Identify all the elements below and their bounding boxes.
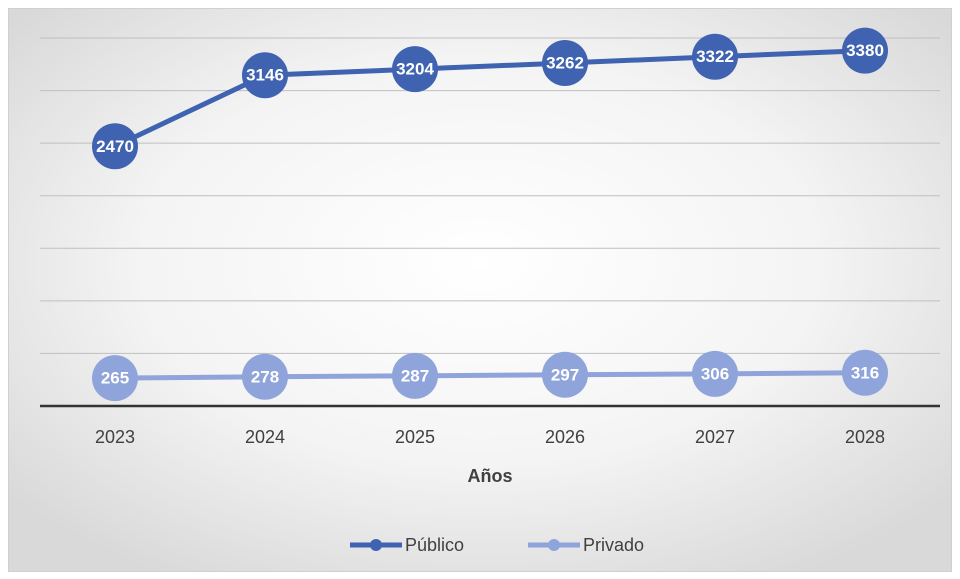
legend-label: Privado [583, 535, 644, 555]
lines: 2470 3146 3204 3262 3322 3380 265 278 287 297 306 3… [92, 27, 888, 402]
marker [242, 52, 288, 99]
marker [692, 33, 738, 80]
data-label: 3262 [546, 54, 584, 73]
legend-marker [370, 539, 382, 551]
x-axis-label: Años [468, 466, 513, 486]
marker [92, 355, 138, 402]
data-label: 265 [101, 369, 129, 388]
x-tick-label: 2027 [695, 427, 735, 447]
data-label: 278 [251, 367, 279, 386]
x-tick-label: 2028 [845, 427, 885, 447]
series-line [114, 370, 866, 381]
x-tick-label: 2025 [395, 427, 435, 447]
data-label: 3322 [696, 47, 734, 66]
marker [842, 349, 888, 396]
data-label: 3146 [246, 66, 284, 85]
legend: Público Privado [350, 535, 644, 555]
legend-label: Público [405, 535, 464, 555]
data-label: 287 [401, 366, 429, 385]
marker [542, 40, 588, 87]
x-tick-label: 2024 [245, 427, 285, 447]
legend-marker [548, 539, 560, 551]
x-tick-label: 2023 [95, 427, 135, 447]
marker [242, 353, 288, 400]
series-line [113, 48, 866, 149]
marker [692, 350, 738, 397]
marker [392, 352, 438, 399]
marker [392, 46, 438, 93]
chart-background [8, 8, 952, 572]
marker [92, 123, 138, 170]
data-label: 2470 [96, 137, 134, 156]
marker [542, 351, 588, 398]
grid [40, 37, 940, 408]
data-label: 3380 [846, 41, 884, 60]
x-tick-label: 2026 [545, 427, 585, 447]
marker [842, 27, 888, 74]
data-label: 306 [701, 364, 729, 383]
data-label: 3204 [396, 60, 434, 79]
data-label: 316 [851, 363, 879, 382]
data-label: 297 [551, 365, 579, 384]
